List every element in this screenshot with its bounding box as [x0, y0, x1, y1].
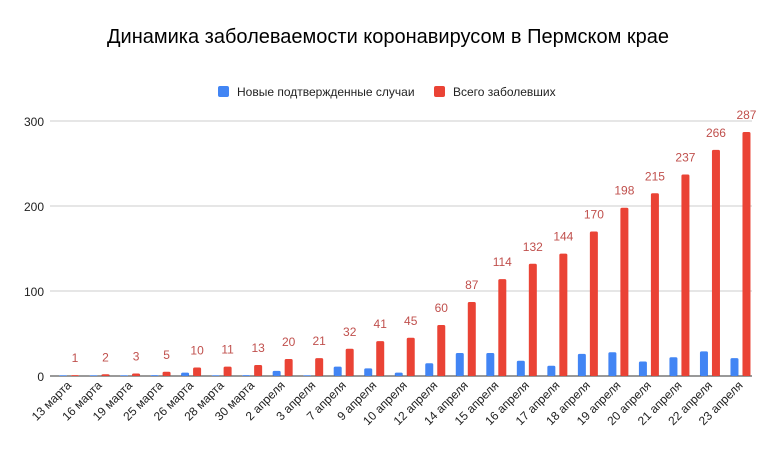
bar-total-cases: [345, 348, 354, 376]
bar-total-cases: [528, 263, 537, 376]
bar-total-cases: [193, 367, 202, 376]
y-tick-label: 0: [37, 370, 44, 384]
bar-new-cases: [577, 353, 586, 376]
data-label: 2: [102, 350, 109, 364]
data-label: 114: [493, 255, 512, 269]
bar-new-cases: [455, 353, 464, 376]
bar-new-cases: [150, 375, 159, 376]
data-label: 287: [736, 108, 756, 122]
y-tick-label: 200: [24, 200, 44, 214]
bar-new-cases: [699, 351, 708, 376]
bar-new-cases: [181, 372, 190, 376]
bar-new-cases: [394, 372, 403, 376]
bar-total-cases: [315, 358, 324, 376]
bar-total-cases: [681, 174, 690, 376]
bar-total-cases: [620, 207, 629, 376]
bar-total-cases: [223, 366, 232, 376]
legend-label-new: Новые подтвержденные случаи: [237, 85, 415, 99]
bar-total-cases: [650, 193, 659, 376]
bar-total-cases: [711, 149, 720, 376]
bar-total-cases: [71, 375, 79, 376]
data-label: 5: [163, 348, 170, 362]
bar-new-cases: [364, 368, 373, 376]
bar-new-cases: [211, 375, 220, 376]
data-label: 45: [404, 314, 418, 328]
data-label: 237: [675, 151, 695, 165]
bar-total-cases: [498, 279, 507, 376]
bar-new-cases: [486, 353, 495, 376]
bar-new-cases: [638, 361, 647, 376]
data-label: 1: [72, 351, 79, 365]
bar-new-cases: [516, 360, 525, 376]
data-label: 13: [251, 341, 265, 355]
legend-swatch-total: [434, 86, 445, 97]
bar-new-cases: [669, 357, 678, 376]
data-label: 170: [584, 208, 604, 222]
data-label: 60: [435, 301, 449, 315]
bar-total-cases: [132, 373, 141, 376]
bar-total-cases: [254, 364, 263, 376]
data-label: 20: [282, 335, 296, 349]
y-tick-label: 300: [24, 115, 44, 129]
bar-total-cases: [467, 302, 476, 376]
bar-new-cases: [425, 363, 434, 376]
data-label: 266: [706, 126, 726, 140]
data-label: 32: [343, 325, 357, 339]
bar-total-cases: [162, 371, 171, 376]
bar-new-cases: [547, 365, 556, 376]
bar-total-cases: [284, 359, 293, 376]
bar-total-cases: [589, 231, 598, 376]
bar-new-cases: [608, 352, 617, 376]
bar-total-cases: [406, 337, 415, 376]
bar-new-cases: [242, 375, 251, 376]
data-label: 144: [553, 230, 573, 244]
bar-new-cases: [730, 358, 739, 376]
bar-total-cases: [101, 374, 110, 376]
legend: Новые подтвержденные случаи Всего заболе…: [218, 85, 556, 99]
data-label: 215: [645, 169, 665, 183]
bar-new-cases: [333, 366, 342, 376]
bar-total-cases: [376, 341, 385, 376]
data-label: 198: [614, 184, 634, 198]
data-label: 11: [221, 343, 234, 357]
chart-title: Динамика заболеваемости коронавирусом в …: [107, 26, 669, 48]
data-label: 21: [312, 334, 326, 348]
legend-label-total: Всего заболевших: [453, 85, 556, 99]
data-label: 132: [523, 240, 543, 254]
bar-new-cases: [89, 375, 98, 376]
bar-new-cases: [120, 375, 129, 376]
data-label: 41: [374, 317, 388, 331]
y-tick-label: 100: [24, 285, 44, 299]
data-label: 87: [465, 278, 479, 292]
bar-new-cases: [272, 370, 281, 376]
bar-new-cases: [59, 375, 67, 376]
legend-swatch-new: [218, 86, 229, 97]
bar-total-cases: [559, 253, 568, 376]
bar-new-cases: [303, 375, 312, 376]
data-label: 3: [133, 349, 140, 363]
bar-total-cases: [742, 132, 751, 376]
data-label: 10: [190, 344, 204, 358]
bar-total-cases: [437, 325, 446, 376]
